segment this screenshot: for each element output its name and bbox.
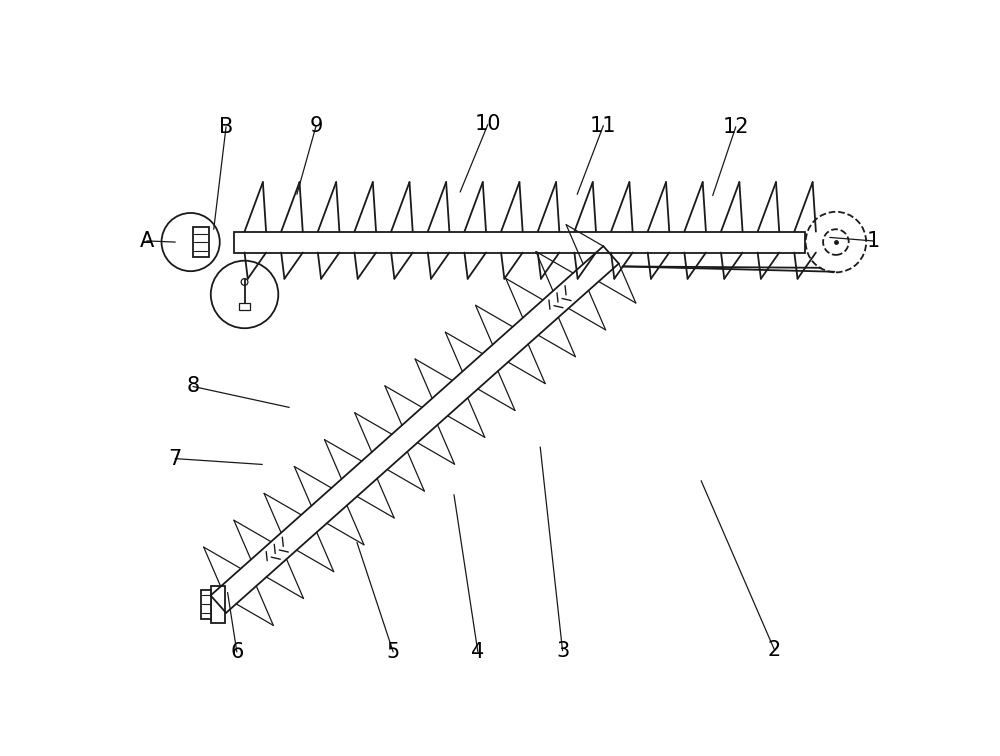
- FancyBboxPatch shape: [201, 590, 211, 618]
- Text: 12: 12: [723, 117, 749, 137]
- Text: B: B: [219, 117, 233, 137]
- Text: 2: 2: [768, 640, 781, 659]
- Text: 3: 3: [556, 641, 569, 661]
- Text: 9: 9: [309, 116, 323, 135]
- Text: A: A: [140, 231, 154, 251]
- FancyBboxPatch shape: [234, 231, 805, 253]
- Text: 4: 4: [471, 642, 484, 662]
- FancyBboxPatch shape: [211, 586, 225, 623]
- FancyBboxPatch shape: [193, 227, 209, 257]
- FancyBboxPatch shape: [239, 303, 250, 310]
- Text: 5: 5: [387, 642, 400, 662]
- Text: 6: 6: [230, 642, 244, 662]
- Text: 10: 10: [475, 114, 501, 135]
- Text: 1: 1: [866, 231, 879, 251]
- Text: 11: 11: [590, 116, 617, 135]
- Text: 7: 7: [169, 448, 182, 469]
- Text: 8: 8: [186, 376, 200, 396]
